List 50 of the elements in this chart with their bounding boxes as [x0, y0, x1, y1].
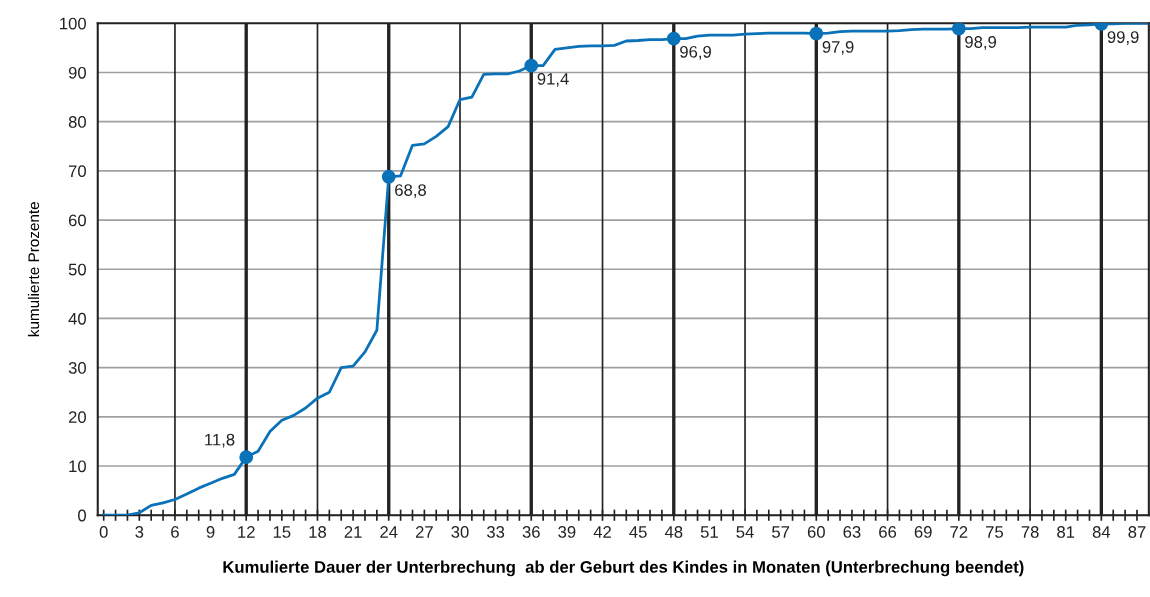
- x-tick-label: 63: [843, 526, 861, 538]
- data-label: 97,9: [822, 41, 854, 55]
- x-tick-label: 84: [1092, 526, 1111, 538]
- x-tick-label: 69: [914, 526, 932, 538]
- data-label: 11,8: [205, 433, 235, 448]
- x-tick-label: 12: [238, 526, 255, 538]
- y-tick-label: 0: [78, 509, 86, 522]
- x-tick-label: 27: [415, 526, 433, 538]
- x-tick-label: 6: [171, 526, 179, 538]
- y-tick-label: 100: [60, 17, 86, 30]
- y-tick-label: 90: [68, 66, 86, 79]
- x-tick-label: 0: [99, 526, 108, 538]
- x-tick-label: 21: [344, 526, 362, 538]
- data-label: 96,9: [680, 45, 711, 60]
- x-tick-label: 54: [736, 526, 754, 538]
- y-tick-label: 50: [68, 263, 86, 276]
- x-tick-label: 48: [664, 526, 683, 538]
- data-label: 99,9: [1107, 31, 1139, 45]
- y-tick-label: 70: [68, 165, 86, 178]
- x-tick-label: 24: [380, 526, 398, 538]
- x-tick-label: 72: [950, 526, 968, 538]
- x-tick-label: 60: [807, 526, 825, 538]
- x-tick-label: 18: [309, 526, 327, 538]
- x-tick-label: 33: [486, 526, 505, 538]
- y-tick-label: 20: [68, 411, 86, 424]
- x-axis-title: Kumulierte Dauer der Unterbrechung ab der Geburt des Kindes in Monaten (Unterbrechung beendet): [223, 560, 1024, 577]
- data-label: 91,4: [537, 72, 569, 87]
- y-tick-label: 30: [68, 362, 86, 374]
- x-tick-label: 9: [206, 526, 215, 538]
- x-tick-label: 78: [1021, 526, 1039, 538]
- x-tick-label: 3: [135, 526, 144, 538]
- data-label: 98,9: [965, 36, 997, 50]
- y-axis-title: kumulierte Prozente: [27, 201, 40, 337]
- x-tick-label: 87: [1128, 526, 1146, 538]
- x-tick-label: 39: [558, 526, 576, 538]
- x-tick-label: 75: [986, 526, 1004, 538]
- y-tick-label: 40: [68, 312, 86, 325]
- x-tick-label: 30: [451, 526, 469, 538]
- data-label: 68,8: [395, 184, 426, 198]
- x-tick-label: 57: [772, 526, 790, 538]
- x-tick-label: 45: [629, 526, 647, 538]
- y-tick-label: 10: [69, 460, 86, 473]
- y-tick-label: 60: [68, 214, 86, 227]
- x-tick-label: 36: [522, 526, 540, 538]
- x-tick-label: 81: [1057, 526, 1075, 538]
- x-tick-label: 51: [700, 526, 718, 538]
- x-tick-label: 42: [593, 526, 611, 538]
- x-tick-label: 66: [879, 526, 897, 538]
- y-tick-label: 80: [68, 116, 86, 128]
- x-tick-label: 15: [273, 526, 291, 538]
